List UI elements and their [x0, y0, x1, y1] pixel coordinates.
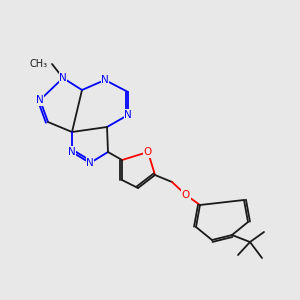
Text: N: N — [101, 75, 109, 85]
Text: N: N — [36, 95, 44, 105]
Text: N: N — [59, 73, 67, 83]
Text: CH₃: CH₃ — [30, 59, 48, 69]
Text: N: N — [86, 158, 94, 168]
Text: N: N — [124, 110, 132, 120]
Text: N: N — [68, 147, 76, 157]
Text: O: O — [144, 147, 152, 157]
Text: O: O — [182, 190, 190, 200]
